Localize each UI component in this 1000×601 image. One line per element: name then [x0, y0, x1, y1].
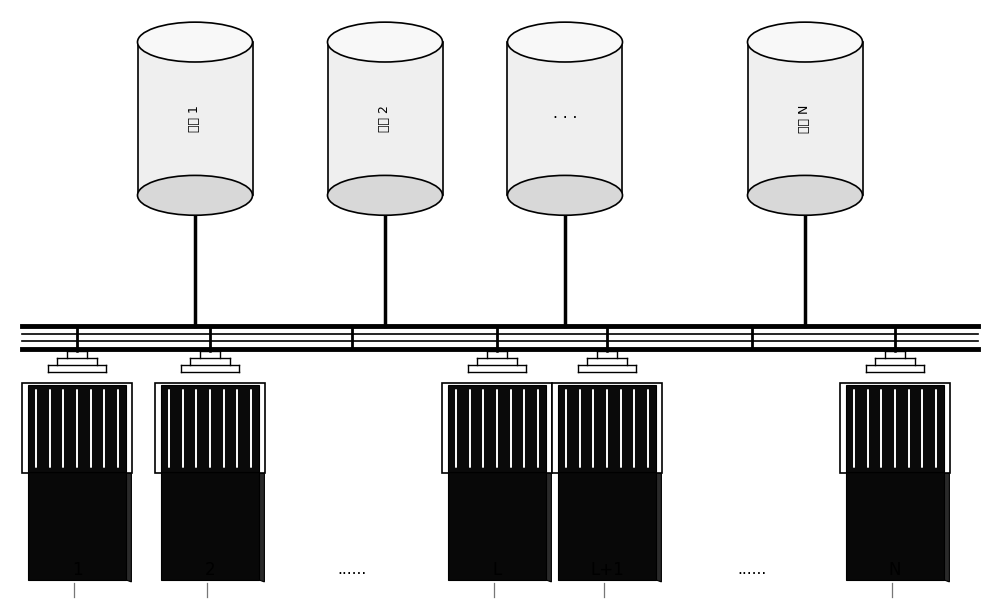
Text: 2: 2	[205, 561, 215, 579]
Polygon shape	[546, 472, 551, 582]
Ellipse shape	[508, 175, 622, 215]
Polygon shape	[328, 42, 442, 195]
Text: 原料 1: 原料 1	[188, 105, 202, 132]
Polygon shape	[840, 383, 950, 473]
Text: L+1: L+1	[590, 561, 624, 579]
Polygon shape	[28, 472, 126, 580]
Text: L: L	[492, 561, 502, 579]
Polygon shape	[138, 42, 252, 195]
Ellipse shape	[508, 22, 622, 62]
Polygon shape	[846, 385, 944, 472]
Ellipse shape	[328, 22, 442, 62]
Polygon shape	[748, 42, 862, 195]
Polygon shape	[552, 383, 662, 473]
Polygon shape	[448, 472, 546, 580]
Text: · · ·: · · ·	[553, 111, 577, 126]
Polygon shape	[161, 385, 259, 472]
Ellipse shape	[138, 22, 252, 62]
Polygon shape	[507, 42, 622, 195]
Text: ......: ......	[337, 563, 367, 577]
Ellipse shape	[138, 175, 252, 215]
Polygon shape	[442, 383, 552, 473]
Ellipse shape	[748, 175, 862, 215]
Polygon shape	[155, 383, 265, 473]
Ellipse shape	[748, 22, 862, 62]
Text: 原料 N: 原料 N	[798, 105, 812, 133]
Polygon shape	[161, 472, 259, 580]
Text: 原料 2: 原料 2	[378, 105, 392, 132]
Polygon shape	[656, 472, 661, 582]
Text: ......: ......	[737, 563, 767, 577]
Polygon shape	[558, 385, 656, 472]
Text: 1: 1	[72, 561, 82, 579]
Ellipse shape	[328, 175, 442, 215]
Text: N: N	[889, 561, 901, 579]
Polygon shape	[126, 472, 131, 582]
Polygon shape	[846, 472, 944, 580]
Polygon shape	[944, 472, 949, 582]
Polygon shape	[558, 472, 656, 580]
Polygon shape	[448, 385, 546, 472]
Polygon shape	[28, 385, 126, 472]
Polygon shape	[259, 472, 264, 582]
Polygon shape	[22, 383, 132, 473]
